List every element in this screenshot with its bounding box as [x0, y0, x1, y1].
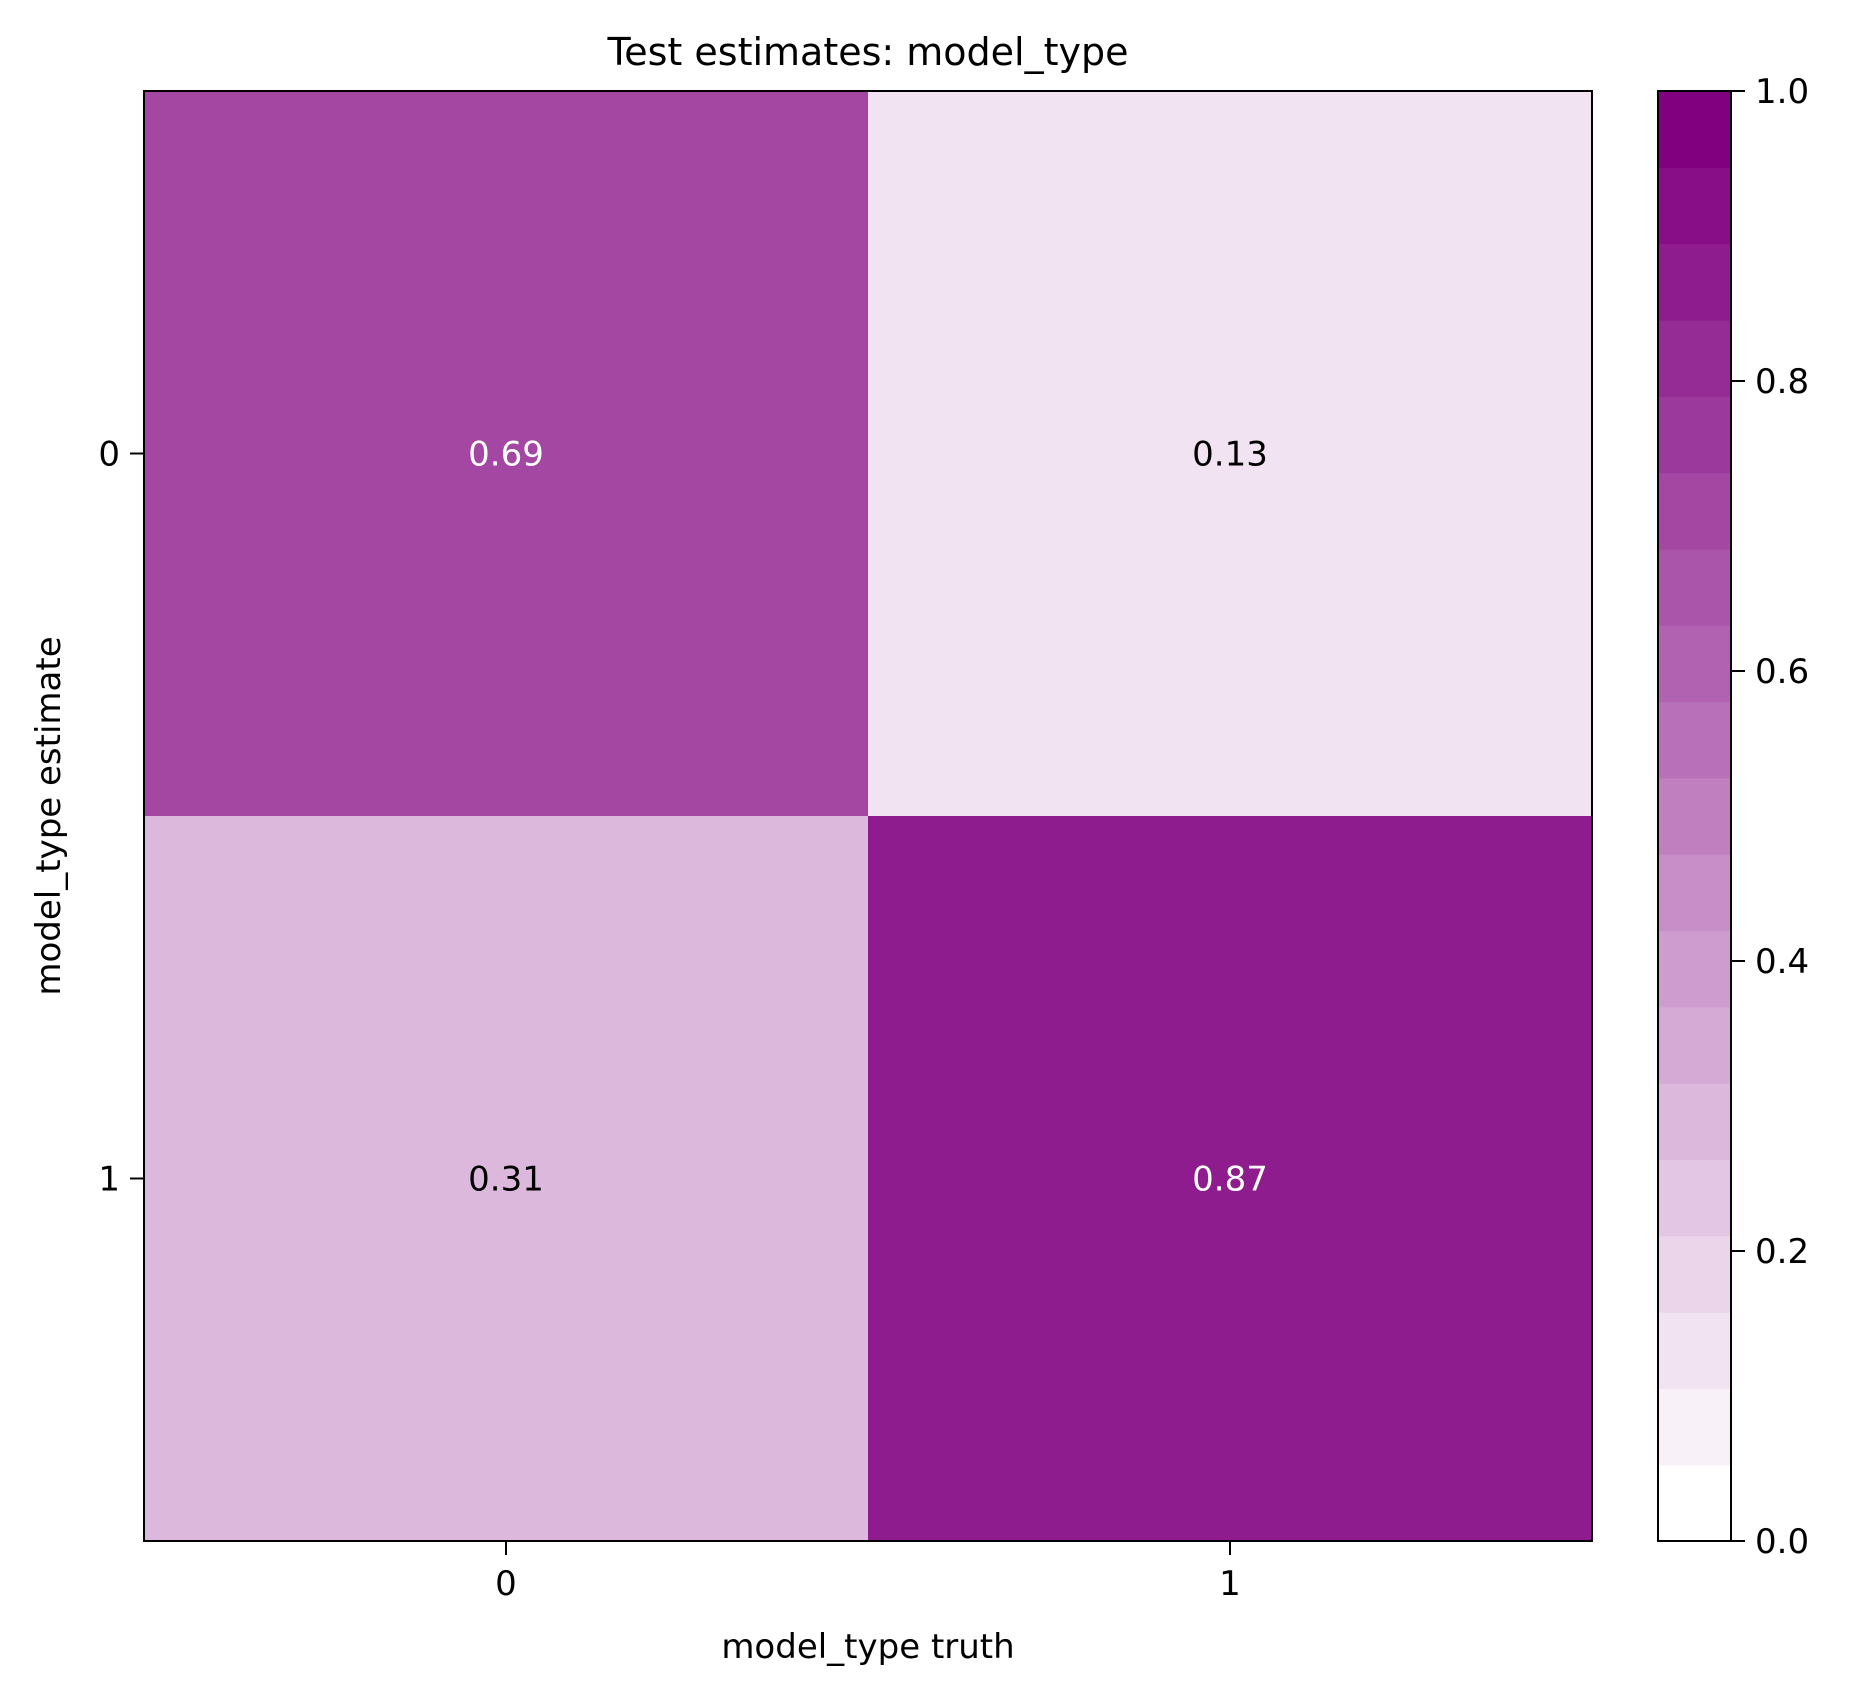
colorbar-tick-label: 0.0: [1755, 1522, 1809, 1562]
cell-value-label: 0.69: [468, 435, 544, 475]
cell-value-label: 0.31: [468, 1160, 544, 1200]
colorbar-band: [1658, 396, 1731, 474]
colorbar-band: [1658, 1235, 1731, 1313]
colorbar-band: [1658, 91, 1731, 168]
y-tick-label: 1: [98, 1160, 120, 1200]
heatmap-cell: [144, 816, 869, 1542]
colorbar-frame: [1657, 90, 1732, 1542]
colorbar-band: [1658, 1464, 1731, 1542]
axes: 0 1 0 1: [98, 435, 1240, 1605]
colorbar-tick-label: 0.2: [1755, 1232, 1809, 1272]
colorbar-band: [1658, 701, 1731, 779]
colorbar-band: [1658, 854, 1731, 932]
colorbar-band: [1658, 930, 1731, 1008]
colorbar-tick-label: 0.8: [1755, 362, 1809, 402]
colorbar-tick-label: 1.0: [1755, 72, 1809, 112]
chart-title: Test estimates: model_type: [606, 30, 1128, 74]
colorbar-band: [1658, 319, 1731, 397]
colorbar: 0.0 0.2 0.4 0.6 0.8 1.0: [1657, 72, 1809, 1562]
colorbar-band: [1658, 1312, 1731, 1389]
heatmap-cell: [144, 91, 869, 817]
colorbar-tick-label: 0.4: [1755, 942, 1809, 982]
colorbar-band: [1658, 1006, 1731, 1084]
heatmap-cells: 0.69 0.13 0.31 0.87: [144, 91, 1593, 1542]
colorbar-band: [1658, 243, 1731, 321]
colorbar-band: [1658, 1083, 1731, 1161]
heatmap-cell: [868, 91, 1593, 817]
y-axis-label: model_type estimate: [29, 636, 69, 995]
colorbar-band: [1658, 167, 1731, 245]
plot-frame: [143, 90, 1593, 1542]
colorbar-band: [1658, 777, 1731, 855]
colorbar-band: [1658, 1388, 1731, 1466]
cell-value-label: 0.13: [1192, 435, 1268, 475]
cell-value-label: 0.87: [1192, 1160, 1268, 1200]
colorbar-band: [1658, 625, 1731, 703]
colorbar-band: [1658, 548, 1731, 626]
colorbar-tick-label: 0.6: [1755, 652, 1809, 692]
colorbar-band: [1658, 472, 1731, 550]
colorbar-band: [1658, 1159, 1731, 1237]
x-axis-label: model_type truth: [721, 1627, 1014, 1667]
x-tick-label: 0: [495, 1564, 517, 1604]
x-tick-label: 1: [1219, 1564, 1241, 1604]
y-tick-label: 0: [98, 435, 120, 475]
heatmap-cell: [868, 816, 1593, 1542]
